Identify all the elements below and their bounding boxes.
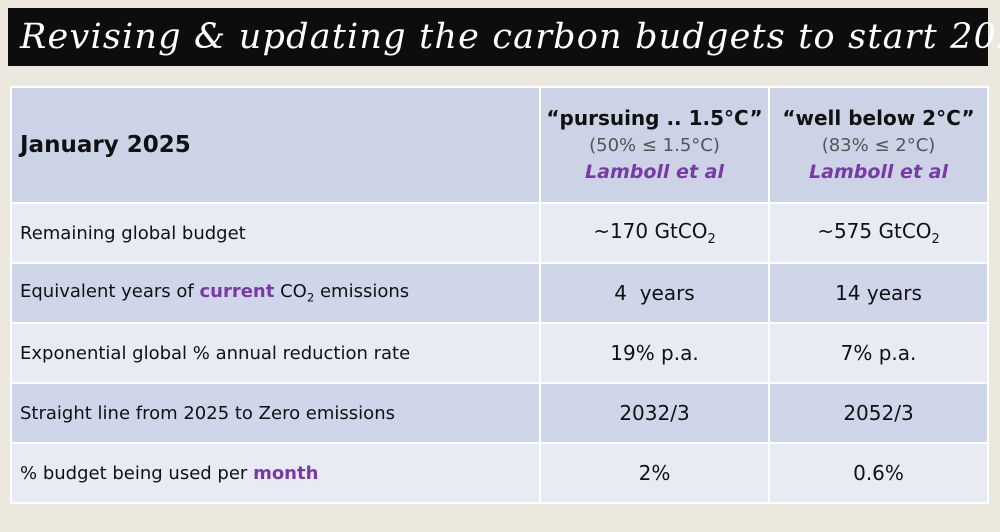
title-bar: Revising & updating the carbon budgets t… [8,8,1000,66]
slide-title: Revising & updating the carbon budgets t… [20,17,1000,57]
table-row: Equivalent years of current CO2 emission… [10,262,989,324]
table-header-row: January 2025 “pursuing .. 1.5°C” (50% ≤ … [10,86,989,204]
row-value-1-5c: 2032/3 [539,382,770,444]
header-date-cell: January 2025 [10,86,541,204]
row-value-2c: 2052/3 [768,382,989,444]
header-col-a-ref: Lamboll et al [585,160,724,183]
row-value-2c: 7% p.a. [768,322,989,384]
header-col-b-title: “well below 2°C” [782,105,975,130]
header-col-b-ref: Lamboll et al [809,160,948,183]
table-row: Exponential global % annual reduction ra… [10,322,989,384]
header-col-a-title: “pursuing .. 1.5°C” [546,105,763,130]
row-label: Straight line from 2025 to Zero emission… [10,382,541,444]
row-value-1-5c: 19% p.a. [539,322,770,384]
row-value-1-5c: ~170 GtCO2 [539,202,770,264]
table-row: Straight line from 2025 to Zero emission… [10,382,989,444]
table-row: Remaining global budget ~170 GtCO2 ~575 … [10,202,989,264]
header-col-1-5c: “pursuing .. 1.5°C” (50% ≤ 1.5°C) Lambol… [539,86,770,204]
header-col-b-sub: (83% ≤ 2°C) [821,134,936,156]
row-label: Exponential global % annual reduction ra… [10,322,541,384]
row-value-2c: ~575 GtCO2 [768,202,989,264]
row-value-1-5c: 2% [539,442,770,504]
table-row: % budget being used per month 2% 0.6% [10,442,989,504]
row-value-2c: 0.6% [768,442,989,504]
carbon-budget-table: January 2025 “pursuing .. 1.5°C” (50% ≤ … [10,86,989,504]
emphasis-month: month [253,462,319,484]
row-value-2c: 14 years [768,262,989,324]
row-value-1-5c: 4 years [539,262,770,324]
row-label: Equivalent years of current CO2 emission… [10,262,541,324]
row-label: Remaining global budget [10,202,541,264]
row-label: % budget being used per month [10,442,541,504]
header-col-2c: “well below 2°C” (83% ≤ 2°C) Lamboll et … [768,86,989,204]
emphasis-current: current [199,281,275,303]
header-col-a-sub: (50% ≤ 1.5°C) [589,134,720,156]
